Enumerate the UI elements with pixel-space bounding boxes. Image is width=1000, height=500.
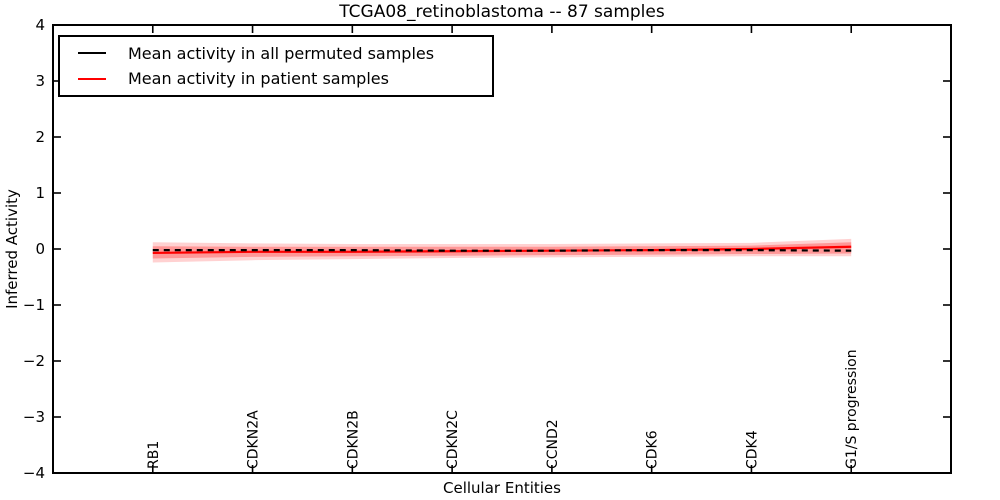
y-tick-label: −4 (23, 464, 45, 482)
x-category-label: CDKN2B (345, 410, 361, 469)
y-tick-label: 0 (35, 240, 45, 258)
x-axis-label: Cellular Entities (443, 479, 561, 497)
y-tick-label: 1 (35, 184, 45, 202)
y-axis-label: Inferred Activity (3, 189, 21, 309)
x-category-label: CDK6 (645, 430, 661, 469)
x-category-label: CDK4 (744, 430, 760, 469)
legend-line-swatch-patient-icon (78, 77, 106, 80)
x-category-label: CDKN2C (445, 410, 461, 469)
legend: Mean activity in all permuted samples Me… (58, 35, 494, 97)
y-tick-label: 2 (35, 128, 45, 146)
x-category-label: G1/S progression (844, 349, 860, 469)
x-category-label: CDKN2A (246, 410, 262, 469)
y-tick-label: −2 (23, 352, 45, 370)
y-tick-label: −1 (23, 296, 45, 314)
series-line (152, 245, 852, 255)
x-category-label: CCND2 (545, 419, 561, 469)
y-tick-label: −3 (23, 408, 45, 426)
y-tick-label: 3 (35, 72, 45, 90)
chart-title: TCGA08_retinoblastoma -- 87 samples (339, 2, 665, 22)
x-category-label: RB1 (146, 441, 162, 469)
legend-label-permuted: Mean activity in all permuted samples (128, 43, 435, 63)
y-tick-label: 4 (35, 16, 45, 34)
legend-line-swatch-permuted-icon (78, 52, 106, 55)
legend-entry-patient: Mean activity in patient samples (78, 70, 492, 88)
legend-label-patient: Mean activity in patient samples (128, 68, 389, 88)
legend-entry-permuted: Mean activity in all permuted samples (78, 43, 492, 63)
